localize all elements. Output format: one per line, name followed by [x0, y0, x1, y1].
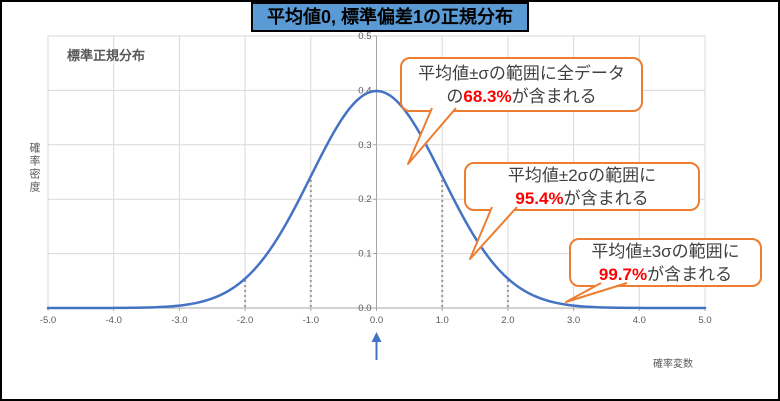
- callout-1sigma-line2: の68.3%が含まれる: [446, 86, 597, 106]
- callout-1sigma-line1: 平均値±σの範囲に全データ: [418, 63, 625, 83]
- percent-99: 99.7%: [598, 264, 648, 284]
- y-tick-label: 0.2: [358, 194, 371, 205]
- x-tick-label: 2.0: [501, 315, 514, 326]
- y-tick-label: 0.5: [358, 31, 371, 42]
- y-axis-title: 確率密度: [28, 142, 40, 194]
- x-tick-label: -4.0: [106, 315, 122, 326]
- x-tick-label: 4.0: [633, 315, 646, 326]
- callout-3sigma-line2: 99.7%が含まれる: [598, 264, 733, 284]
- x-tick-label: -3.0: [171, 315, 187, 326]
- callout-2sigma-line2: 95.4%が含まれる: [515, 188, 649, 208]
- x-tick-label: 1.0: [436, 315, 449, 326]
- percent-95: 95.4%: [515, 188, 564, 208]
- callout-3sigma: 平均値±3σの範囲に 99.7%が含まれる: [569, 238, 762, 287]
- mean-arrow-head: [371, 332, 382, 342]
- percent-68: 68.3%: [463, 86, 512, 106]
- x-tick-label: 0.0: [370, 315, 383, 326]
- x-tick-label: -5.0: [40, 315, 56, 326]
- y-tick-label: 0.0: [358, 303, 371, 314]
- normal-curve: [46, 89, 707, 310]
- chart-title: 平均値0, 標準偏差1の正規分布: [250, 2, 530, 32]
- series-label: 標準正規分布: [67, 48, 146, 63]
- x-tick-label: -1.0: [303, 315, 319, 326]
- callout-2sigma-line1: 平均値±2σの範囲に: [507, 165, 657, 185]
- x-axis-title: 確率変数: [653, 359, 693, 370]
- x-tick-label: -2.0: [237, 315, 253, 326]
- y-tick-label: 0.3: [358, 140, 371, 151]
- callout-3sigma-line1: 平均値±3σの範囲に: [591, 241, 740, 261]
- callout-1sigma: 平均値±σの範囲に全データ の68.3%が含まれる: [400, 57, 643, 112]
- callout-2sigma: 平均値±2σの範囲に 95.4%が含まれる: [464, 162, 700, 211]
- x-tick-label: 5.0: [698, 315, 711, 326]
- x-tick-label: 3.0: [567, 315, 580, 326]
- y-tick-label: 0.1: [358, 249, 371, 260]
- y-tick-label: 0.4: [358, 85, 371, 96]
